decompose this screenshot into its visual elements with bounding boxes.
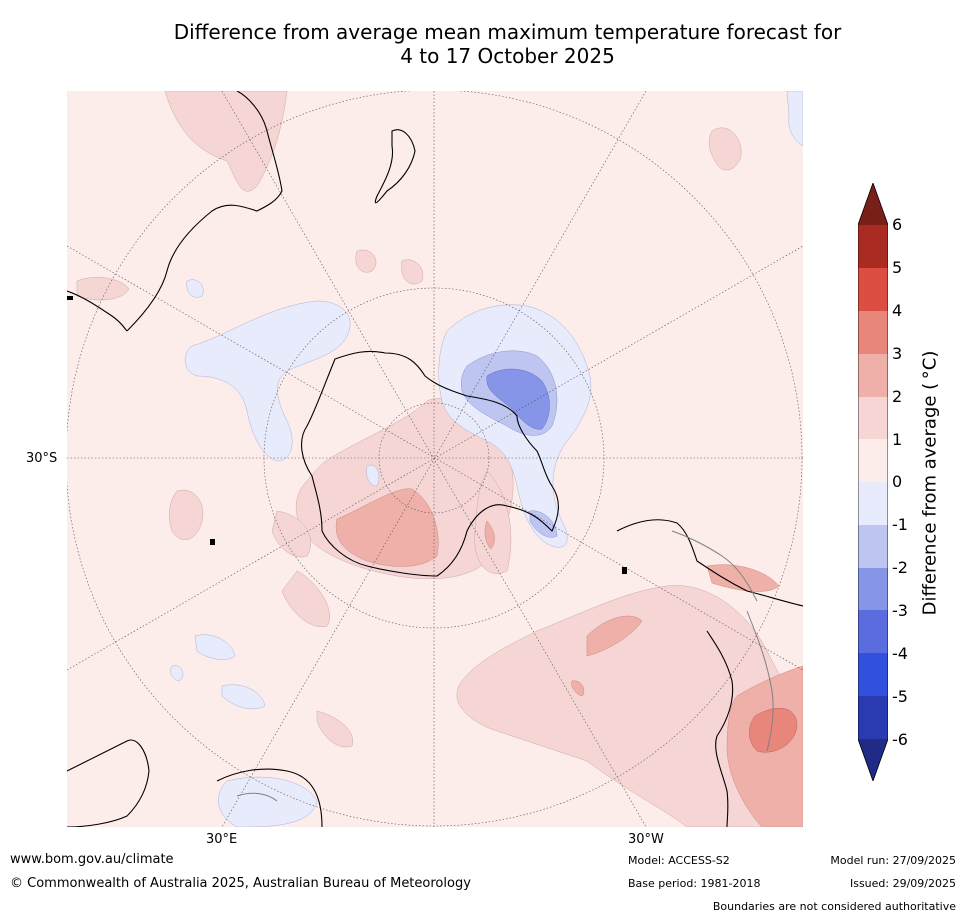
colorbar-tick-m4: -4 (892, 644, 908, 663)
colorbar-tick-1: 1 (892, 429, 903, 449)
colorbar-tick-6: 6 (892, 215, 903, 234)
title-line-1: Difference from average mean maximum tem… (173, 20, 842, 44)
colorbar-band-m6-m5 (858, 696, 888, 739)
lon-label-30w: 30°W (628, 832, 664, 847)
colorbar-tick-m6: -6 (892, 729, 908, 749)
colorbar-tick-2: 2 (892, 386, 903, 406)
south-america-coast (616, 519, 803, 827)
colorbar-extend-low (858, 739, 888, 781)
model-run: Model run: 27/09/2025 (830, 854, 956, 867)
colorbar-band-2-3 (858, 354, 888, 397)
colorbar-band-1-2 (858, 397, 888, 439)
colorbar-tick-0: 0 (892, 472, 903, 492)
issued-date: Issued: 29/09/2025 (849, 877, 956, 890)
polar-map[interactable] (67, 91, 803, 827)
antarctica-coast (301, 350, 559, 577)
colorbar-tick-m3: -3 (892, 601, 908, 621)
colorbar-band-4-5 (858, 268, 888, 311)
model-name: Model: ACCESS-S2 (628, 854, 730, 867)
islands (67, 296, 627, 574)
australia-coast (67, 91, 283, 332)
colorbar-band-m4-m3 (858, 610, 888, 653)
base-period: Base period: 1981-2018 (628, 877, 761, 890)
africa-coast (67, 739, 150, 827)
footer-url[interactable]: www.bom.gov.au/climate (10, 852, 174, 867)
colorbar-label: Difference from average ( °C) (919, 350, 941, 616)
africa-south-coast (216, 768, 323, 827)
colorbar-band-m3-m2 (858, 568, 888, 610)
title-line-2: 4 to 17 October 2025 (400, 44, 615, 68)
colorbar-band-3-4 (858, 311, 888, 354)
colorbar-band-0-1 (858, 439, 888, 482)
colorbar-tick-3: 3 (892, 343, 903, 363)
colorbar-band-m5-m4 (858, 653, 888, 696)
colorbar-band-5-6 (858, 225, 888, 268)
colorbar-tick-m2: -2 (892, 558, 908, 578)
new-zealand-coast (374, 129, 416, 204)
lat-label-30s: 30°S (26, 451, 58, 466)
boundaries-note: Boundaries are not considered authoritat… (712, 900, 956, 913)
colorbar-tick-m5: -5 (892, 686, 908, 706)
colorbar-band-m1-0 (858, 482, 888, 525)
colorbar-tick-m1: -1 (892, 515, 908, 535)
colorbar-band-m2-m1 (858, 525, 888, 568)
colorbar-tick-4: 4 (892, 300, 903, 320)
graticule (67, 91, 803, 827)
colorbar-tick-5: 5 (892, 257, 903, 277)
lon-label-30e: 30°E (206, 832, 238, 847)
chart-title: Difference from average mean maximum tem… (60, 20, 955, 68)
anomaly-3-4 (749, 707, 798, 753)
colorbar-extend-high (858, 183, 888, 225)
borders (236, 530, 774, 802)
colorbar (858, 183, 888, 781)
footer-copyright: © Commonwealth of Australia 2025, Austra… (10, 876, 471, 891)
anomaly-m3-m2 (486, 368, 550, 430)
coastlines (67, 91, 803, 827)
